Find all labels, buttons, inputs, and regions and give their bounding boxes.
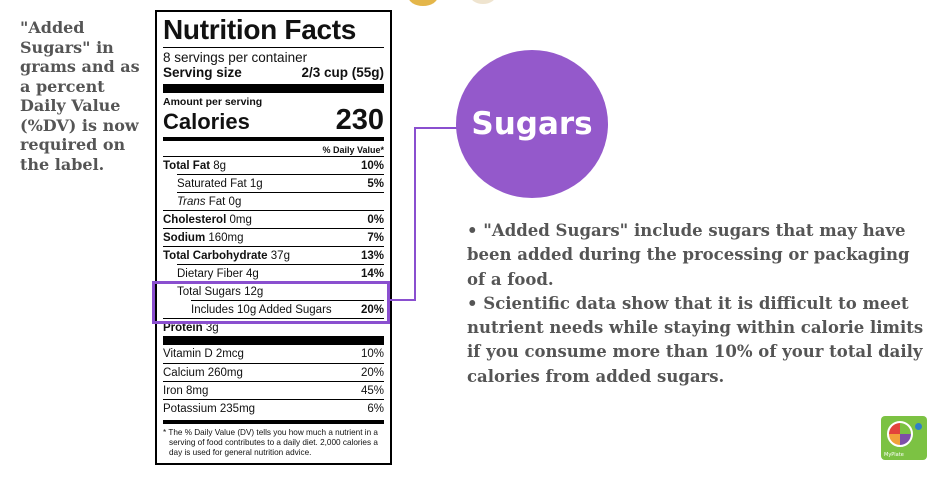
heavy-divider xyxy=(163,336,384,345)
vitamin-name: Calcium 260mg xyxy=(163,366,243,379)
nutrient-amount: 12g xyxy=(244,285,264,298)
nutrient-dv: 14% xyxy=(360,267,384,280)
nutrient-amount: 0mg xyxy=(229,213,252,226)
nutrient-name: Includes 10g Added Sugars xyxy=(191,303,332,316)
nutrient-name: Sodium xyxy=(163,231,206,244)
nutrient-row-saturated-fat: Saturated Fat 1g 5% xyxy=(177,174,384,192)
nutrient-row-total-carbohydrate: Total Carbohydrate 37g 13% xyxy=(163,246,384,264)
connector-line xyxy=(414,127,458,129)
nutrient-name: Total Carbohydrate xyxy=(163,249,268,262)
nutrient-amount: 8g xyxy=(213,159,227,172)
vitamin-row: Iron 8mg 45% xyxy=(163,381,384,399)
nutrient-dv: 7% xyxy=(367,231,384,244)
side-note: "Added Sugars" in grams and as a percent… xyxy=(20,18,140,174)
calories-row: Calories 230 xyxy=(163,104,384,136)
sugars-circle-label: Sugars xyxy=(471,106,593,142)
nutrition-facts-label: Nutrition Facts 8 servings per container… xyxy=(155,10,392,465)
heavy-divider xyxy=(163,84,384,93)
nutrient-name: Dietary Fiber xyxy=(177,267,243,280)
sugars-circle: Sugars xyxy=(456,50,608,198)
nutrient-dv: 5% xyxy=(367,177,384,190)
nutrient-amount: 3g xyxy=(205,321,219,334)
decorative-circle-gold xyxy=(408,0,438,6)
servings-per-container: 8 servings per container xyxy=(163,50,308,65)
bullet-item: • "Added Sugars" include sugars that may… xyxy=(467,221,910,289)
nutrient-name: Cholesterol xyxy=(163,213,227,226)
vitamin-dv: 10% xyxy=(360,348,384,360)
vitamin-name: Potassium 235mg xyxy=(163,402,256,415)
vitamin-name: Vitamin D 2mcg xyxy=(163,348,244,360)
nutrient-name: Protein xyxy=(163,321,203,334)
nutrient-amount: Fat 0g xyxy=(208,195,242,208)
nutrient-row-trans-fat: Trans Fat 0g xyxy=(177,192,384,210)
label-title: Nutrition Facts xyxy=(163,14,357,45)
amount-per-serving: Amount per serving xyxy=(163,96,263,108)
nutrient-name: Trans xyxy=(177,195,206,208)
nutrient-row-total-fat: Total Fat 8g 10% xyxy=(163,156,384,174)
nutrient-row-sodium: Sodium 160mg 7% xyxy=(163,228,384,246)
nutrient-dv: 10% xyxy=(360,159,384,172)
nutrient-amount: 1g xyxy=(249,177,263,190)
bullet-item: • Scientific data show that it is diffic… xyxy=(467,293,924,386)
nutrient-row-protein: Protein 3g xyxy=(163,318,384,336)
myplate-logo: MyPlate xyxy=(881,416,927,460)
vitamin-row: Potassium 235mg 6% xyxy=(163,399,384,417)
vitamin-dv: 20% xyxy=(360,366,384,379)
nutrient-name: Total Sugars xyxy=(177,285,241,298)
nutrient-dv: 13% xyxy=(360,249,384,262)
calories-value: 230 xyxy=(335,104,384,136)
daily-value-header: % Daily Value* xyxy=(322,145,384,155)
nutrient-name: Total Fat xyxy=(163,159,211,172)
vitamin-name: Iron 8mg xyxy=(163,384,209,397)
divider xyxy=(163,47,384,48)
serving-size-value: 2/3 cup (55g) xyxy=(301,65,384,80)
nutrient-row-added-sugars: Includes 10g Added Sugars 20% xyxy=(191,300,384,318)
added-sugars-highlight xyxy=(152,281,390,324)
nutrient-name: Saturated Fat xyxy=(177,177,247,190)
vitamin-list: Vitamin D 2mcg 10% Calcium 260mg 20% Iro… xyxy=(163,345,384,417)
vitamin-row: Vitamin D 2mcg 10% xyxy=(163,345,384,363)
sugar-bullets: • "Added Sugars" include sugars that may… xyxy=(467,219,927,389)
nutrient-dv: 0% xyxy=(367,213,384,226)
nutrient-row-cholesterol: Cholesterol 0mg 0% xyxy=(163,210,384,228)
serving-size-label: Serving size xyxy=(163,65,242,80)
nutrient-amount: 4g xyxy=(246,267,259,280)
dairy-cup-icon xyxy=(915,423,922,430)
serving-size-row: Serving size 2/3 cup (55g) xyxy=(163,65,384,81)
nutrient-dv: 20% xyxy=(360,303,384,316)
calories-label: Calories xyxy=(163,109,250,134)
medium-divider xyxy=(163,137,384,141)
connector-line xyxy=(390,299,416,301)
nutrient-amount: 37g xyxy=(270,249,290,262)
logo-caption: MyPlate xyxy=(884,452,904,458)
label-footnote: * The % Daily Value (DV) tells you how m… xyxy=(163,428,378,457)
vitamin-dv: 6% xyxy=(367,402,384,415)
vitamin-dv: 45% xyxy=(360,384,384,397)
vitamin-row: Calcium 260mg 20% xyxy=(163,363,384,381)
plate-icon xyxy=(887,421,913,447)
nutrient-amount: 160mg xyxy=(208,231,244,244)
medium-divider xyxy=(163,420,384,424)
nutrient-row-dietary-fiber: Dietary Fiber 4g 14% xyxy=(177,264,384,282)
connector-line xyxy=(414,127,416,301)
decorative-circle-cream xyxy=(470,0,496,4)
